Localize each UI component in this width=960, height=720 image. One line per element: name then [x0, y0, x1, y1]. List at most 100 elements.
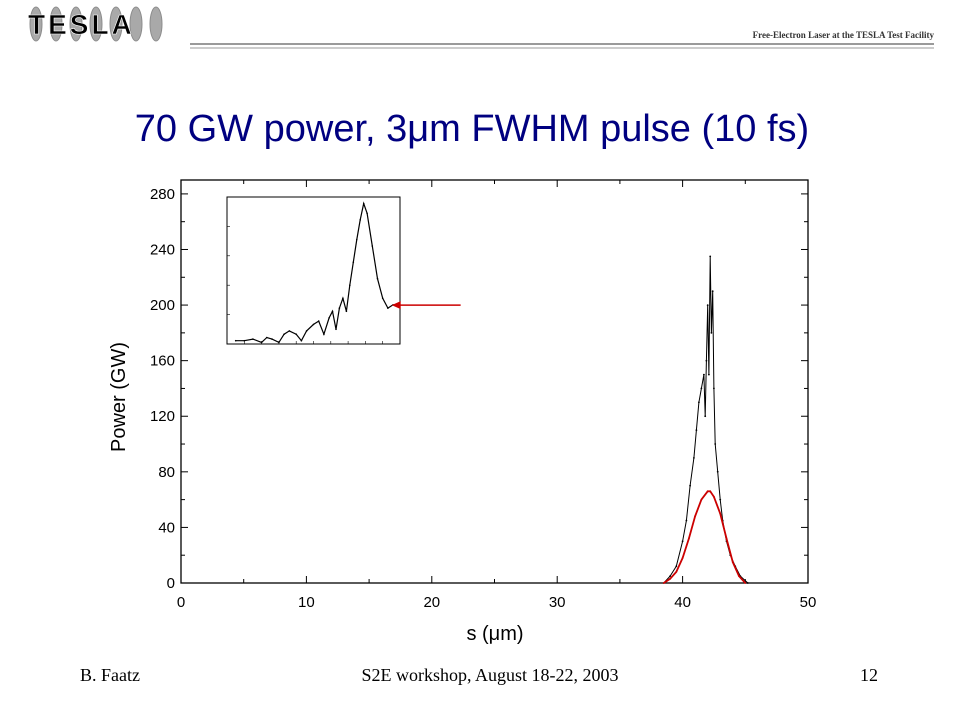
envelope-data-point: [662, 582, 665, 584]
power-data-point: [681, 540, 684, 543]
power-data-point: [719, 498, 722, 501]
power-data-point: [669, 575, 671, 577]
power-data-point: [709, 255, 712, 258]
inset-data-point: [305, 330, 308, 332]
slide-header: TESLA Free-Electron Laser at the TESLA T…: [0, 0, 960, 60]
inset-data-point: [328, 317, 330, 319]
x-tick-label: 50: [800, 594, 817, 611]
inset-data-point: [234, 339, 237, 342]
power-data-point: [746, 582, 749, 584]
inset-data-point: [381, 297, 384, 300]
inset-data-point: [366, 212, 368, 215]
y-tick-label: 40: [158, 519, 175, 536]
envelope-data-point: [719, 512, 722, 515]
header-subtitle: Free-Electron Laser at the TESLA Test Fa…: [752, 30, 934, 40]
inset-data-point: [349, 284, 351, 287]
inset-frame: [226, 196, 401, 345]
x-tick-label: 30: [549, 594, 566, 611]
x-tick-label: 40: [674, 594, 691, 611]
power-data-point: [710, 332, 713, 334]
envelope-data-point: [709, 490, 712, 493]
inset-data-point: [335, 328, 337, 331]
inset-data-point: [359, 219, 362, 221]
inset-data-point: [387, 307, 389, 309]
x-tick-label: 20: [423, 594, 440, 611]
slide-title: 70 GW power, 3μm FWHM pulse (10 fs): [134, 108, 810, 150]
tesla-logo-text: TESLA: [28, 9, 135, 40]
inset-data-point: [243, 339, 246, 342]
power-data-point: [706, 304, 709, 306]
envelope-series-line: [663, 490, 746, 584]
envelope-data-point: [681, 557, 684, 559]
y-axis-label: Power (GW): [108, 342, 130, 452]
envelope-data-point: [731, 561, 734, 564]
inset-data-point: [300, 339, 303, 342]
power-data-point: [716, 470, 719, 473]
tesla-logo-cylinders: [29, 6, 163, 42]
inset-data-point: [317, 320, 320, 322]
inset-data-point: [376, 277, 379, 280]
y-tick-label: 160: [150, 353, 175, 370]
inset-series-line: [235, 201, 394, 344]
chart-axes: 0 10 20 30 40 50 0 40 80 120 160 200 240 280: [150, 179, 817, 611]
power-data-point: [711, 290, 714, 293]
x-axis-label: s (μm): [466, 623, 523, 645]
y-tick-label: 0: [167, 575, 175, 592]
inset-data-point: [278, 341, 280, 344]
footer-page-number: 12: [860, 665, 878, 685]
power-data-point: [713, 387, 715, 390]
envelope-data-point: [738, 575, 740, 577]
inset-chart: [226, 196, 401, 345]
inset-data-point: [331, 310, 334, 313]
power-data-point: [675, 565, 678, 568]
inset-data-point: [362, 202, 365, 205]
power-data-point: [705, 359, 708, 362]
envelope-data-point: [713, 495, 715, 498]
power-data-point: [698, 401, 700, 404]
tesla-logo: TESLA: [28, 6, 163, 42]
inset-data-point: [312, 323, 315, 326]
inset-data-point: [283, 333, 285, 336]
y-tick-label: 80: [158, 464, 175, 481]
header-rule: [190, 43, 934, 49]
y-tick-label: 120: [150, 408, 175, 425]
footer-author: B. Faatz: [80, 665, 140, 685]
power-data-point: [695, 429, 698, 431]
inset-data-point: [266, 336, 268, 339]
inset-data-point: [295, 333, 298, 336]
y-tick-label: 240: [150, 241, 175, 258]
envelope-data-point: [725, 537, 728, 540]
power-data-point: [700, 387, 703, 390]
arrow-head: [391, 301, 401, 310]
power-data-point: [703, 373, 705, 376]
inset-data-point: [371, 245, 374, 247]
inset-data-point: [252, 338, 254, 340]
inset-data-point: [352, 261, 355, 264]
y-tick-label: 200: [150, 297, 175, 314]
power-data-point: [685, 519, 688, 522]
inset-data-point: [260, 341, 263, 344]
power-data-point: [704, 415, 707, 418]
inset-data-point: [323, 333, 325, 336]
power-data-point: [708, 373, 710, 376]
inset-data-point: [288, 330, 291, 332]
envelope-data-point: [675, 571, 678, 573]
inset-data-point: [271, 338, 273, 340]
envelope-data-point: [744, 582, 747, 584]
inset-data-point: [338, 307, 341, 309]
envelope-data-point: [706, 490, 709, 493]
power-series-line: [663, 256, 749, 584]
envelope-data-point: [688, 537, 690, 540]
footer-event: S2E workshop, August 18-22, 2003: [361, 665, 619, 685]
inset-data-point: [356, 238, 358, 241]
envelope-data-point: [694, 515, 696, 518]
chart-series: [662, 255, 749, 584]
power-data-point: [693, 457, 695, 459]
inset-data-point: [342, 297, 344, 300]
x-tick-label: 0: [177, 594, 185, 611]
power-data-point: [714, 443, 717, 445]
power-data-point: [689, 484, 691, 487]
envelope-data-point: [700, 498, 703, 501]
inset-data-point: [345, 310, 348, 313]
